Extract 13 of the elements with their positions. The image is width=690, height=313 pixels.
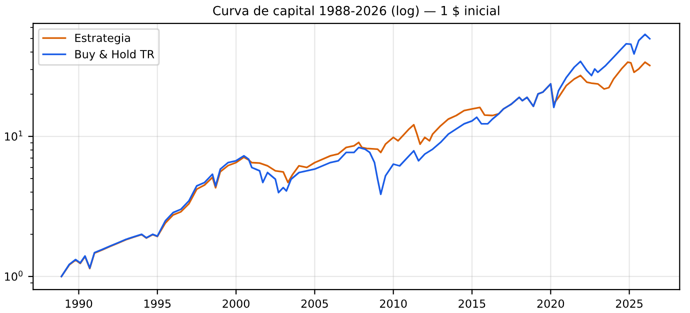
x-tick-label: 2025 — [616, 299, 642, 308]
x-tick-label: 2020 — [537, 299, 564, 308]
x-tick-label: 1995 — [144, 299, 171, 308]
x-tick-label: 2015 — [458, 299, 486, 308]
legend-label: Estrategia — [75, 33, 130, 44]
y-tick-label: 10$^{1}$ — [5, 130, 22, 141]
x-tick-label: 2005 — [301, 299, 328, 308]
legend-label: Buy & Hold TR — [75, 50, 154, 61]
x-tick-label: 2000 — [222, 299, 250, 308]
chart-title: Curva de capital 1988-2026 (log) — 1 $ inicial — [213, 6, 500, 18]
x-tick-label: 1990 — [66, 299, 92, 308]
x-tick-label: 2010 — [380, 299, 407, 308]
y-tick-label: 10$^{0}$ — [5, 270, 23, 281]
